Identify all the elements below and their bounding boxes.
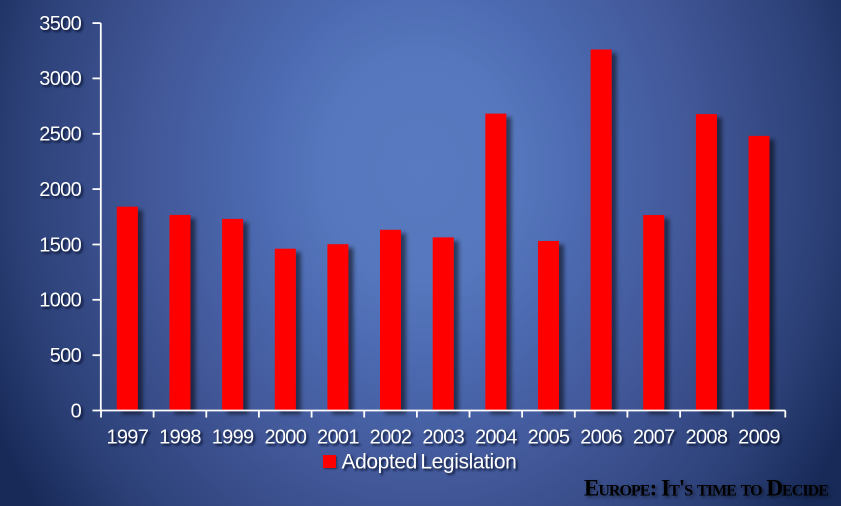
svg-text:2000: 2000 — [39, 179, 81, 201]
svg-text:1500: 1500 — [39, 234, 81, 256]
svg-text:1000: 1000 — [39, 290, 81, 312]
svg-text:3500: 3500 — [39, 13, 81, 35]
svg-text:1999: 1999 — [212, 427, 254, 449]
svg-text:2001: 2001 — [317, 427, 359, 449]
svg-text:2005: 2005 — [528, 427, 570, 449]
svg-text:2009: 2009 — [738, 427, 780, 449]
svg-text:2006: 2006 — [580, 427, 622, 449]
svg-text:3000: 3000 — [39, 68, 81, 90]
svg-text:2008: 2008 — [686, 427, 728, 449]
svg-text:2007: 2007 — [633, 427, 675, 449]
svg-text:500: 500 — [50, 345, 82, 367]
svg-text:1997: 1997 — [106, 427, 148, 449]
svg-text:Europe: It's time to Decide: Europe: It's time to Decide — [584, 475, 828, 500]
svg-text:Adopted Legislation: Adopted Legislation — [342, 450, 517, 473]
svg-text:2003: 2003 — [422, 427, 464, 449]
svg-text:2004: 2004 — [475, 427, 517, 449]
svg-text:2000: 2000 — [264, 427, 306, 449]
svg-text:2002: 2002 — [370, 427, 412, 449]
svg-text:1998: 1998 — [159, 427, 201, 449]
svg-text:2500: 2500 — [39, 124, 81, 146]
svg-text:0: 0 — [71, 400, 82, 422]
